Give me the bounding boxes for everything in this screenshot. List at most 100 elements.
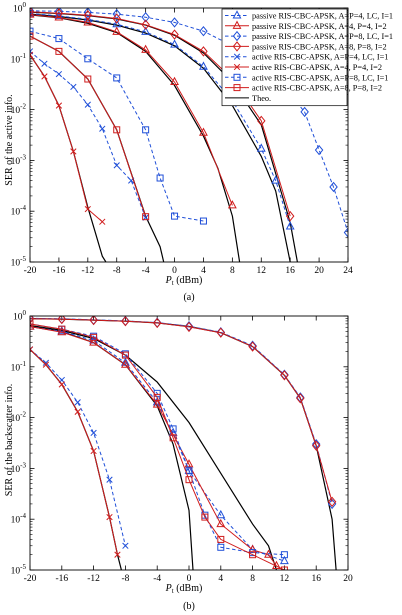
data-point-triangle [199, 61, 208, 70]
theory-curve [30, 14, 241, 262]
y-axis-label-a: SER of the active info. [4, 94, 15, 185]
y-tick-exponent: -5 [20, 255, 26, 263]
x-tick-label: 0 [172, 266, 177, 276]
y-tick-exponent: -3 [20, 461, 26, 469]
marker-x-stroke [99, 125, 106, 132]
legend-entry: active RIS-CBC-APSK, A=P=8, LC, I=1 [252, 73, 388, 82]
y-tick-base: 10 [11, 55, 21, 65]
data-point-x [74, 408, 81, 415]
theory-curve [30, 348, 122, 570]
data-point-triangle [227, 200, 237, 209]
data-point-x [30, 51, 34, 58]
data-point-x [74, 399, 81, 406]
data-point-square [84, 75, 92, 83]
data-point-triangle [57, 326, 67, 336]
data-point-x [90, 429, 97, 437]
data-point-diamond [248, 340, 257, 351]
x-tick-label: -8 [121, 574, 129, 584]
legend-entry: active RIS-CBC-APSK, A=4, P=4, I=2 [252, 63, 382, 72]
data-point-diamond [311, 440, 321, 451]
y-tick-base: 10 [11, 259, 21, 269]
data-point-diamond [327, 498, 337, 510]
data-point-diamond [89, 316, 98, 326]
marker-x-stroke [30, 51, 34, 56]
data-point-triangle [120, 359, 130, 368]
data-point-diamond [112, 13, 121, 24]
y-tick-base: 10 [13, 5, 23, 15]
x-tick-label: 0 [187, 574, 192, 584]
data-point-triangle [112, 26, 122, 35]
data-point-diamond [184, 321, 194, 333]
data-point-square [30, 27, 34, 35]
legend-marker-triangle [232, 10, 242, 19]
data-point-triangle [279, 555, 289, 565]
y-tick-label: 10-5 [11, 255, 27, 269]
data-point-square [142, 213, 150, 221]
marker-x-stroke [233, 63, 241, 71]
data-point-triangle [170, 39, 179, 48]
data-point-square [84, 55, 92, 63]
y-tick-exponent: -2 [20, 103, 26, 111]
theory-curve [30, 324, 278, 570]
data-point-square [58, 325, 66, 333]
y-tick-base: 10 [11, 157, 21, 167]
y-tick-label: 10-3 [11, 153, 27, 167]
legend-entry: Theo. [252, 94, 271, 103]
data-point-x [42, 359, 50, 366]
data-point-triangle [83, 14, 93, 23]
legend-entry: passive RIS-CBC-APSK, A=8, P=8, I=2 [252, 42, 387, 51]
x-tick-label: 8 [250, 574, 255, 584]
data-point-diamond [30, 316, 35, 325]
y-tick-exponent: -4 [20, 204, 26, 212]
legend-marker-square [233, 73, 241, 81]
legend-marker-diamond [232, 41, 242, 52]
data-point-x [41, 73, 48, 80]
data-point-triangle [83, 17, 93, 26]
legend-entry: active RIS-CBC-APSK, A=8, P=8, I=2 [252, 84, 382, 93]
y-tick-exponent: -1 [20, 52, 26, 60]
y-tick-label: 10-4 [11, 512, 27, 526]
caption-a: (a) [183, 292, 194, 303]
data-point-x [84, 205, 91, 213]
data-point-x [55, 102, 63, 109]
data-point-x [55, 70, 63, 78]
theory-curve [30, 325, 194, 570]
legend-marker-x [233, 63, 241, 71]
data-point-triangle [141, 44, 151, 53]
x-tick-label: -16 [55, 574, 68, 584]
data-point-diamond [343, 227, 348, 238]
data-point-square [55, 35, 63, 43]
plot-area [30, 8, 348, 262]
y-tick-exponent: -5 [20, 563, 26, 571]
data-point-square [217, 543, 225, 551]
data-point-triangle [152, 399, 162, 408]
data-point-diamond [300, 106, 309, 118]
plot-frame [29, 7, 349, 263]
series-line [30, 326, 277, 567]
series-line [30, 326, 285, 562]
data-point-triangle [271, 175, 281, 184]
data-point-square [201, 513, 209, 521]
marker-x-stroke [58, 381, 65, 388]
x-tick-label: 20 [314, 266, 324, 276]
series-line [30, 323, 285, 556]
data-point-diamond [57, 316, 67, 325]
y-tick-label: 10-4 [11, 204, 27, 218]
series-line [30, 54, 103, 223]
data-point-x [99, 125, 106, 132]
data-point-diamond [83, 8, 93, 18]
marker-x-stroke [122, 542, 129, 549]
data-point-square [171, 212, 179, 220]
data-point-diamond [296, 392, 305, 403]
data-point-diamond [54, 8, 64, 17]
theory-curve [30, 54, 107, 262]
y-tick-exponent: 0 [23, 309, 27, 317]
marker-x-stroke [55, 102, 63, 109]
data-point-triangle [89, 337, 99, 346]
data-point-x [41, 60, 48, 67]
x-tick-label: -20 [24, 266, 37, 276]
data-point-x [113, 162, 120, 169]
data-point-diamond [248, 341, 257, 352]
data-point-diamond [280, 370, 289, 381]
